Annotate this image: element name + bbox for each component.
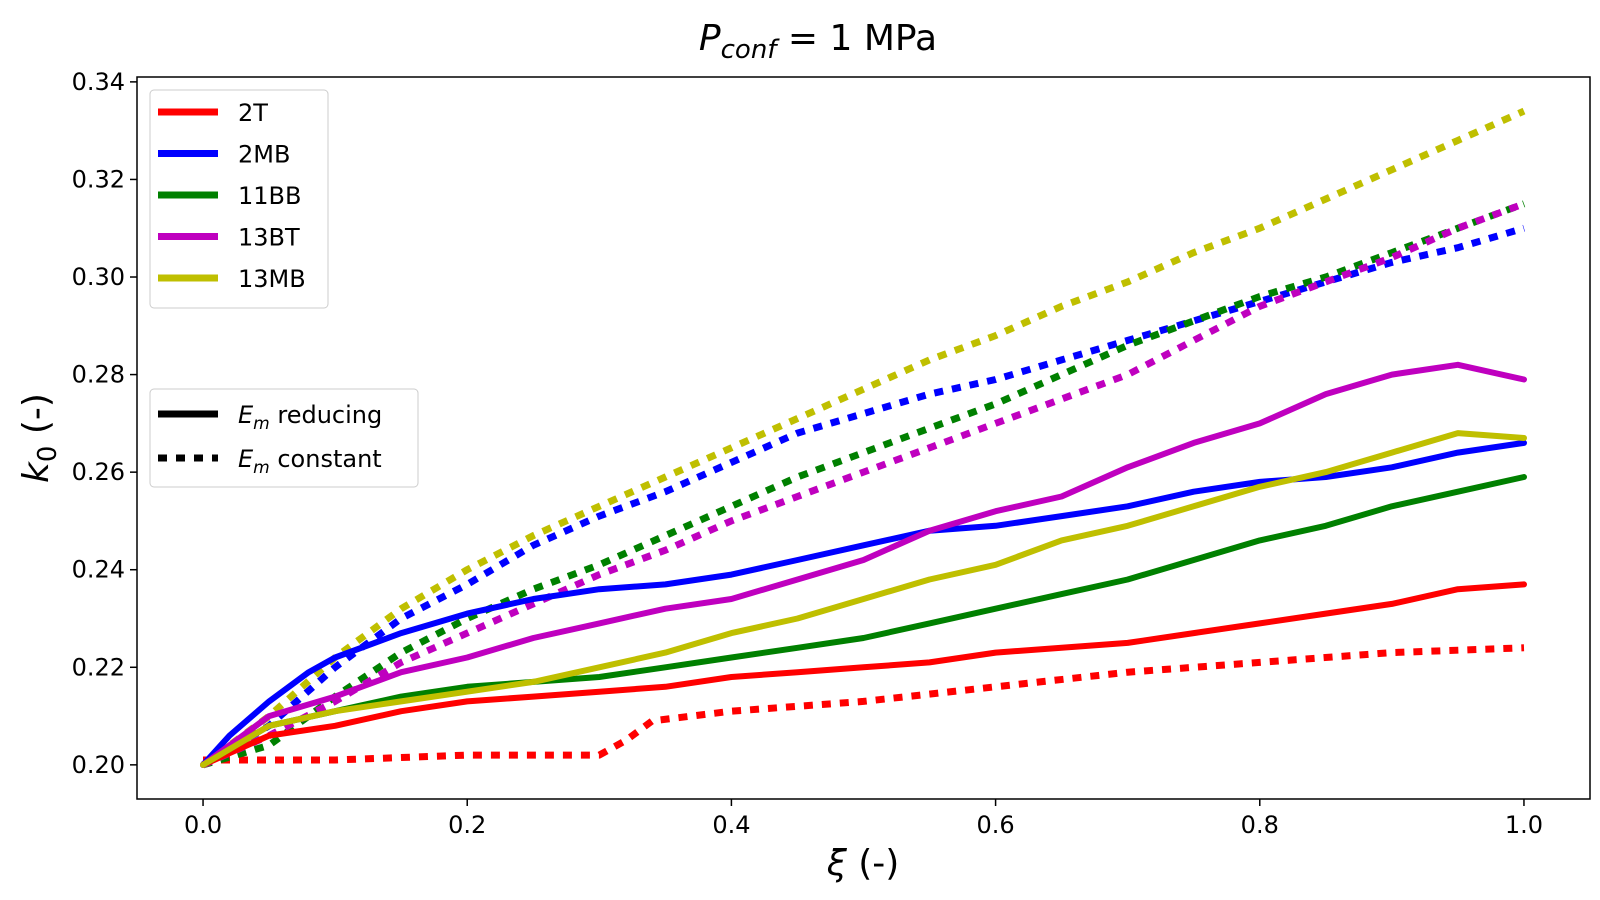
legend-label-13mb: 13MB	[238, 265, 306, 293]
x-axis-ticks: 0.0 0.2 0.4 0.6 0.8 1.0	[184, 799, 1543, 839]
x-tick-label: 0.0	[184, 811, 222, 839]
chart-title-rest: = 1 MPa	[776, 18, 937, 59]
series-2mb-constant-line	[201, 224, 1525, 768]
series-13bt-constant-line	[201, 200, 1526, 769]
y-tick-label: 0.24	[72, 556, 125, 584]
series-2t-constant-line	[203, 644, 1525, 764]
x-tick-label: 1.0	[1505, 811, 1543, 839]
legend-style-reducing-sub: m	[253, 414, 270, 434]
legend-label-11bb: 11BB	[238, 182, 301, 210]
x-tick-label: 0.4	[712, 811, 750, 839]
y-axis-label: k0 (-)	[16, 393, 63, 483]
x-axis-label-var: ξ	[826, 843, 848, 884]
y-tick-label: 0.28	[72, 361, 125, 389]
y-axis-ticks: 0.20 0.22 0.24 0.26 0.28 0.30 0.32 0.34	[72, 68, 137, 779]
legend-label-13bt: 13BT	[238, 224, 300, 252]
chart-title-var: P	[699, 18, 721, 59]
legend-style-reducing-rest: reducing	[270, 401, 383, 429]
legend-style-reducing: Em reducing	[238, 401, 382, 434]
x-tick-label: 0.6	[977, 811, 1015, 839]
series-13mb-constant-line	[200, 107, 1526, 768]
y-tick-label: 0.34	[72, 68, 125, 96]
legend-style-constant-sub: m	[253, 458, 270, 478]
legend-style-constant: Em constant	[238, 445, 382, 478]
y-tick-label: 0.30	[72, 263, 125, 291]
legend-label-2t: 2T	[238, 99, 268, 127]
legend-style: Em reducing Em constant	[149, 388, 419, 488]
chart-title: Pconf = 1 MPa	[699, 18, 937, 65]
series-11bb-constant-line	[202, 200, 1526, 769]
legend-series-box	[149, 89, 329, 309]
series-13bt-reducing-line	[200, 361, 1527, 768]
series-11bb-reducing-line	[200, 474, 1527, 768]
series-lines	[200, 107, 1527, 769]
y-tick-label: 0.26	[72, 458, 125, 486]
y-axis-label-sub: 0	[33, 446, 63, 463]
legend-style-constant-rest: constant	[270, 445, 382, 473]
legend-label-2mb: 2MB	[238, 141, 290, 169]
series-13mb-reducing-line	[200, 430, 1527, 768]
chart-title-sub: conf	[721, 35, 781, 65]
legend-series: 2T 2MB 11BB 13BT 13MB	[149, 89, 329, 309]
y-axis-label-var: k	[16, 460, 57, 483]
y-tick-label: 0.20	[72, 751, 125, 779]
y-tick-label: 0.22	[72, 653, 125, 681]
x-axis-label: ξ (-)	[826, 843, 900, 884]
series-2t-reducing-line	[200, 581, 1527, 768]
y-axis-label-rest: (-)	[16, 393, 57, 446]
x-axis-label-rest: (-)	[847, 843, 900, 884]
legend-style-reducing-var: E	[238, 401, 254, 429]
y-tick-label: 0.32	[72, 165, 125, 193]
x-tick-label: 0.2	[448, 811, 486, 839]
x-tick-label: 0.8	[1241, 811, 1279, 839]
legend-style-constant-var: E	[238, 445, 254, 473]
